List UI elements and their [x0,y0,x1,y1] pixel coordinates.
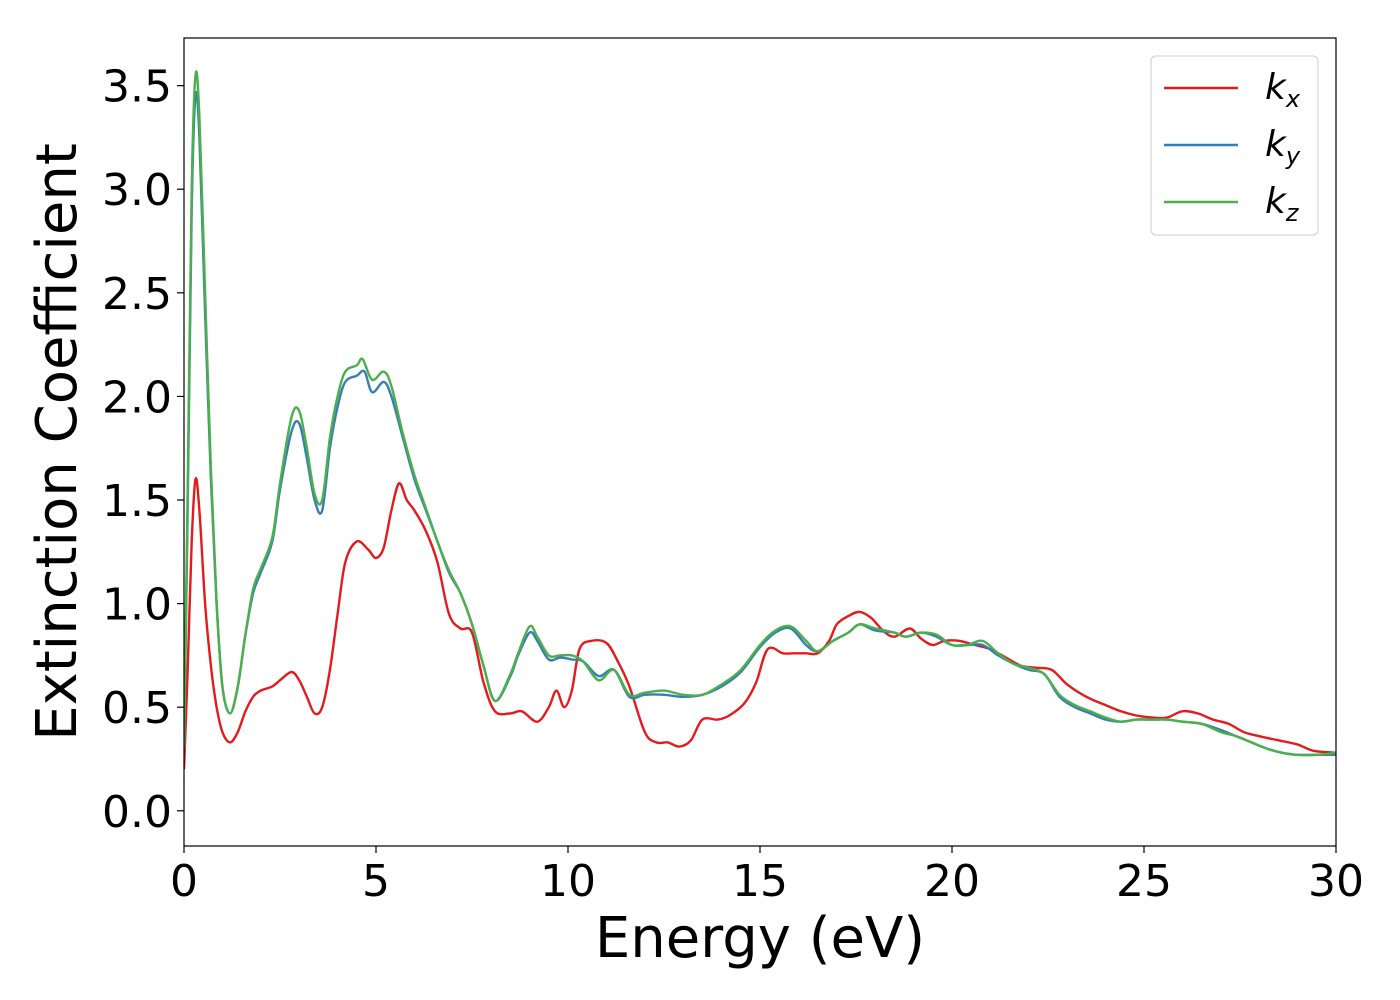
legend-label-main: k [1265,124,1288,165]
y-tick-label: 1.5 [102,476,172,527]
legend-label-kx: kx [1265,67,1301,113]
series-layer [184,70,1336,770]
legend-label-subscript: x [1285,85,1301,113]
legend-label-main: k [1265,181,1288,222]
y-tick-label: 2.0 [102,372,172,423]
y-tick-label: 3.5 [102,62,172,113]
y-tick-label: 0.5 [102,683,172,734]
y-tick-label: 2.5 [102,269,172,320]
series-line-kz [184,70,1336,757]
x-axis-title: Energy (eV) [595,906,925,971]
legend-label-main: k [1265,67,1288,108]
legend-label-subscript: z [1285,199,1300,227]
legend-label-subscript: y [1285,142,1301,170]
x-tick-label: 30 [1308,856,1364,907]
x-tick-label: 25 [1116,856,1172,907]
y-tick-label: 0.0 [102,787,172,838]
legend-label-ky: ky [1265,124,1301,170]
legend-label-kz: kz [1265,181,1300,227]
x-tick-label: 0 [170,856,198,907]
y-tick-label: 3.0 [102,165,172,216]
y-tick-label: 1.0 [102,580,172,631]
y-axis: 0.0 0.5 1.0 1.5 2.0 2.5 3.0 3.5 [102,62,184,838]
x-tick-label: 10 [540,856,596,907]
x-tick-label: 15 [732,856,788,907]
x-tick-label: 20 [924,856,980,907]
series-line-kx [184,477,1336,770]
x-tick-label: 5 [362,856,390,907]
x-axis: 0 5 10 15 20 25 30 [170,846,1364,907]
y-axis-title: Extinction Coefficient [25,143,90,741]
